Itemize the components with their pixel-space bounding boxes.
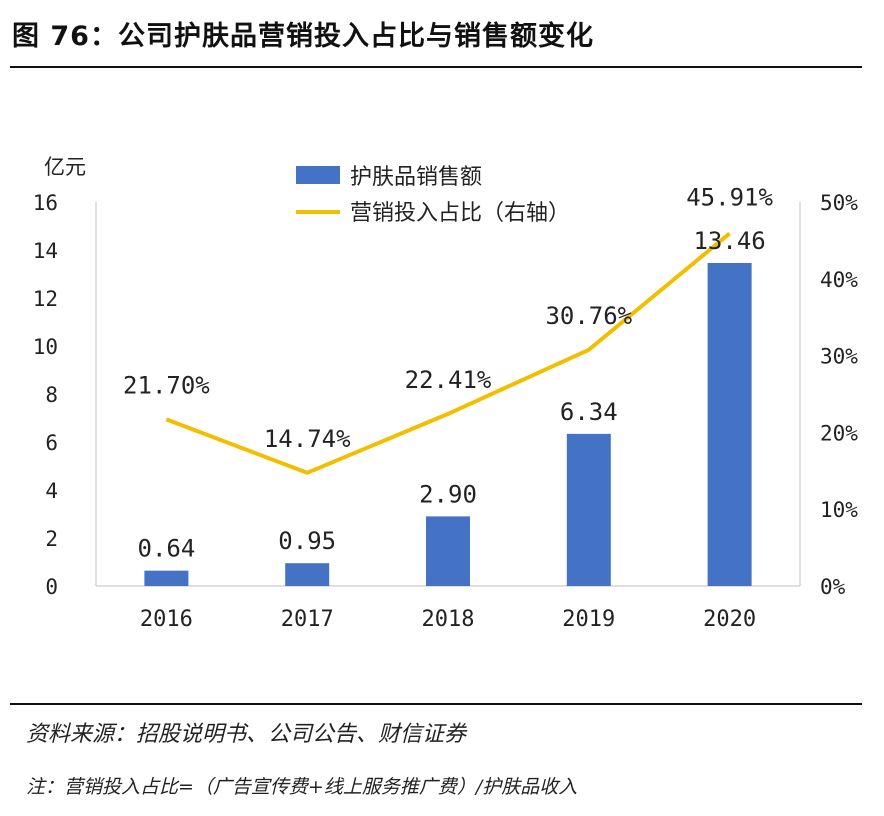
y2-tick-label: 10% — [820, 498, 858, 522]
y-tick-label: 0 — [45, 575, 58, 599]
y-tick-label: 4 — [45, 479, 58, 503]
x-tick-label: 2017 — [281, 607, 334, 632]
y-tick-label: 6 — [45, 431, 58, 455]
x-tick-label: 2018 — [422, 607, 475, 632]
chart-area: 亿元 0 2 4 6 8 10 12 14 16 0% 10% 20% 30% 40% 50% 2016 2017… — [33, 155, 859, 632]
bar-data-label: 2.90 — [419, 480, 477, 508]
legend-bar-swatch — [296, 166, 340, 184]
line-group — [165, 231, 731, 475]
formula-note: 注：营销投入占比=（广告宣传费+线上服务推广费）/护肤品收入 — [26, 776, 578, 798]
bar-data-label: 0.64 — [138, 535, 196, 563]
y2-tick-label: 30% — [820, 345, 858, 369]
line-data-label: 22.41% — [405, 366, 492, 394]
bars-group — [144, 262, 752, 586]
footer-rule — [10, 703, 862, 705]
line-data-label: 21.70% — [123, 371, 210, 399]
legend-line-label: 营销投入占比（右轴） — [350, 201, 570, 226]
y-tick-label: 14 — [33, 239, 58, 263]
y-tick-label: 10 — [33, 335, 58, 359]
y-tick-label: 12 — [33, 287, 58, 311]
title-rule — [10, 66, 862, 68]
x-tick-label: 2016 — [140, 607, 193, 632]
bar — [426, 516, 470, 586]
bar — [144, 570, 189, 586]
axes-group: 亿元 0 2 4 6 8 10 12 14 16 0% 10% 20% 30% 40% 50% 2016 2017… — [33, 155, 859, 632]
bar-data-label: 6.34 — [560, 398, 618, 426]
y-tick-label: 2 — [45, 527, 58, 551]
bar — [707, 262, 752, 586]
bar-data-label: 13.46 — [693, 227, 765, 255]
line-data-label: 30.76% — [545, 302, 632, 330]
y2-tick-label: 50% — [820, 191, 858, 215]
line-data-label: 45.91% — [686, 183, 773, 211]
series-line — [165, 231, 731, 475]
y2-tick-label: 20% — [820, 421, 858, 445]
y2-tick-label: 0% — [820, 575, 846, 599]
source-note: 资料来源：招股说明书、公司公告、财信证券 — [26, 722, 467, 747]
bar — [566, 433, 611, 586]
figure-title: 图 76：公司护肤品营销投入占比与销售额变化 — [12, 21, 594, 52]
y-tick-label: 8 — [45, 383, 58, 407]
legend-bar-label: 护肤品销售额 — [350, 165, 482, 190]
data-labels-group: 0.64 0.95 2.90 6.34 13.46 21.70% 14.74% 22.41% 3… — [123, 183, 773, 562]
y2-tick-label: 40% — [820, 268, 858, 292]
x-tick-label: 2020 — [703, 607, 756, 632]
x-tick-label: 2019 — [562, 607, 615, 632]
bar-data-label: 0.95 — [278, 527, 336, 555]
bar — [285, 563, 330, 586]
y-tick-label: 16 — [33, 191, 58, 215]
line-data-label: 14.74% — [264, 425, 351, 453]
y-unit-label: 亿元 — [44, 155, 86, 179]
